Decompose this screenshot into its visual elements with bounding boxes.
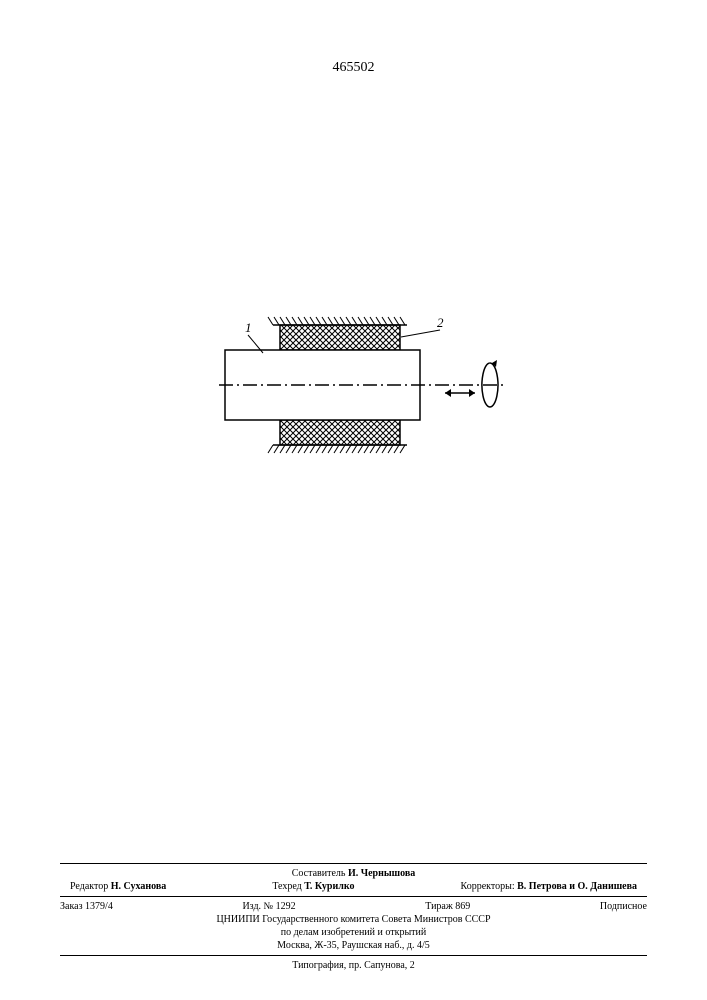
tech-name: Т. Курилко [304,881,354,892]
corrector-names: В. Петрова и О. Данишева [517,881,637,892]
editor-label: Редактор [70,881,108,892]
tirazh-label: Тираж [425,901,453,912]
technical-diagram: 12 [185,295,525,475]
izd-value: 1292 [276,901,296,912]
tirazh-value: 869 [455,901,470,912]
org-line1: ЦНИИПИ Государственного комитета Совета … [216,914,490,925]
order-value: 1379/4 [85,901,113,912]
tech-label: Техред [272,881,301,892]
compiler-label: Составитель [292,868,346,879]
order-label: Заказ [60,901,83,912]
corrector-label: Корректоры: [461,881,515,892]
document-number: 465502 [0,60,707,76]
izd-label: Изд. № [242,901,273,912]
editor-name: Н. Суханова [111,881,167,892]
subscription: Подписное [600,901,647,912]
compiler-name: И. Чернышова [348,868,415,879]
org-line2: по делам изобретений и открытий [281,927,427,938]
address: Москва, Ж-35, Раушская наб., д. 4/5 [277,940,430,951]
typography: Типография, пр. Сапунова, 2 [292,960,415,971]
imprint-footer: Составитель И. Чернышова Редактор Н. Сух… [0,860,707,972]
svg-text:2: 2 [437,315,444,330]
svg-text:1: 1 [245,320,252,335]
